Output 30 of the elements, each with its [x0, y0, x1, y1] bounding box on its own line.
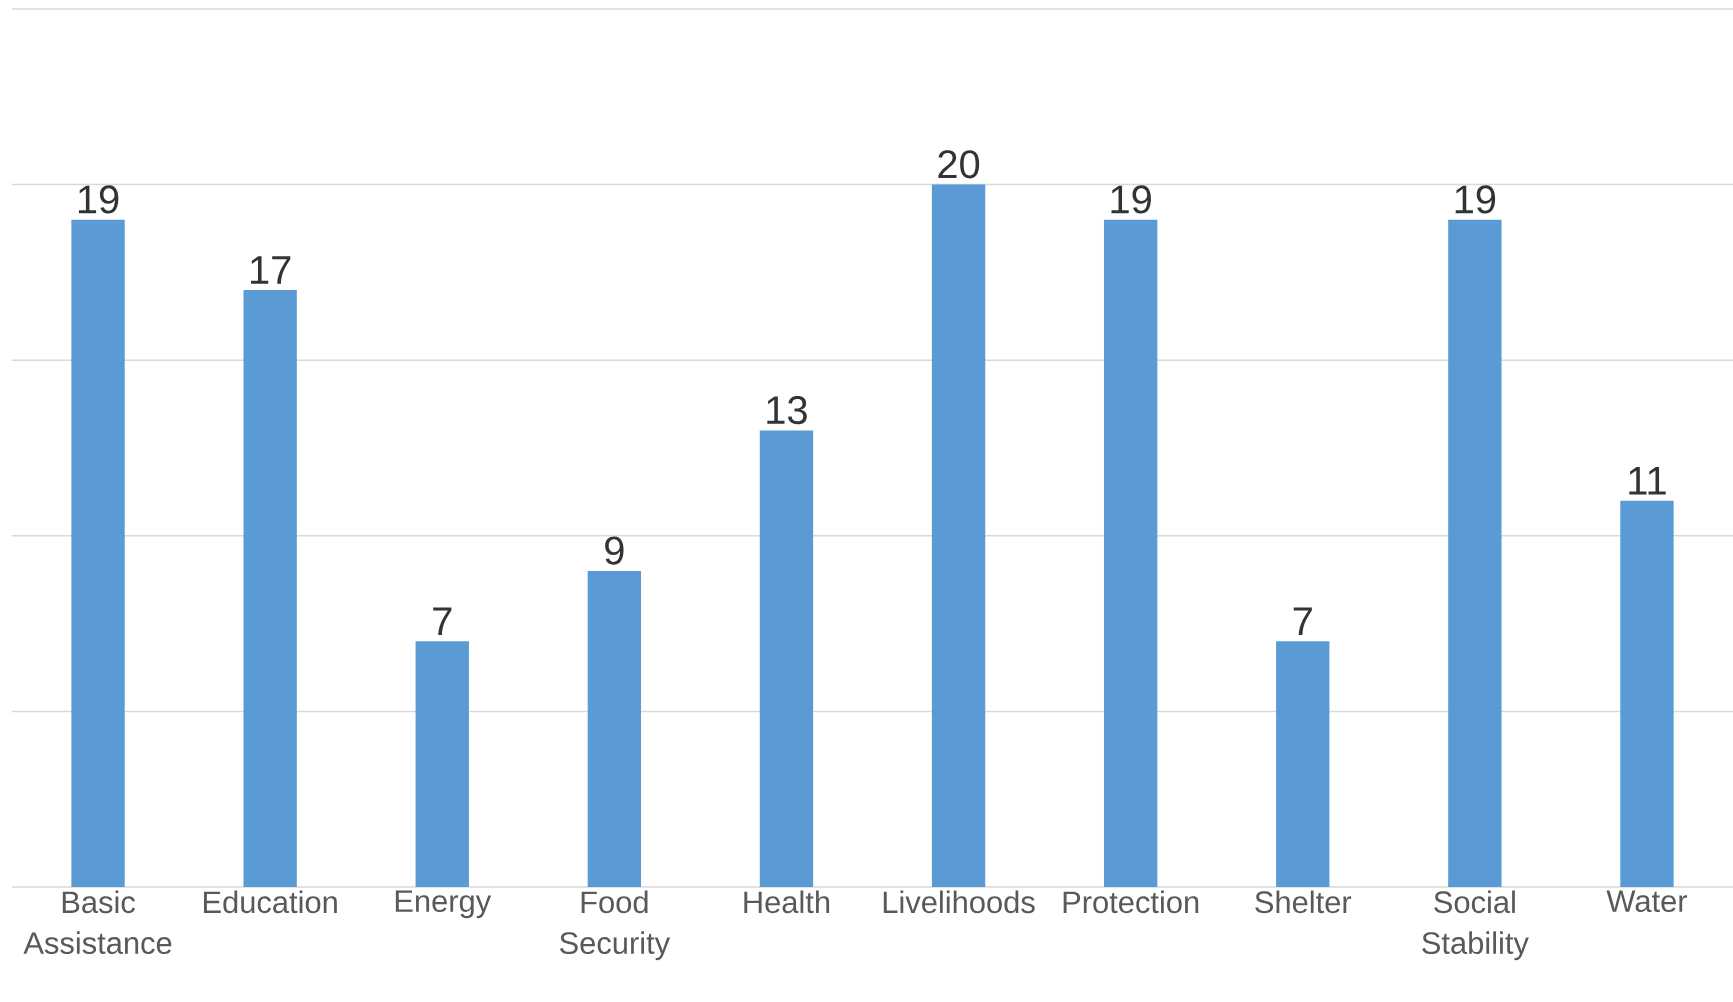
x-tick-label: Social Stability: [1422, 890, 1529, 961]
data-label: 19: [1455, 185, 1496, 214]
x-tick-label: Health: [744, 890, 830, 914]
x-tick-label: Education: [204, 890, 337, 914]
x-tick-label: Protection: [1063, 890, 1199, 914]
data-label: 13: [767, 396, 807, 425]
x-tick-label: Livelihoods: [883, 890, 1035, 914]
x-tick-label: Basic Assistance: [23, 890, 172, 955]
bar: [931, 184, 986, 887]
bar: [71, 219, 125, 887]
bar: [1276, 641, 1330, 887]
data-label: 7: [1293, 607, 1312, 635]
data-label: 7: [433, 607, 452, 635]
data-label: 9: [605, 536, 624, 565]
bar: [759, 430, 814, 887]
bar: [243, 289, 297, 887]
data-label: 20: [938, 150, 980, 179]
data-label: 19: [78, 185, 119, 214]
x-tick-label: Energy: [395, 890, 492, 919]
x-tick-label: Water: [1606, 890, 1688, 913]
x-tick-label: Food Security: [559, 890, 671, 961]
bar: [1620, 500, 1674, 887]
x-tick-label: Shelter: [1255, 890, 1352, 914]
bar: [415, 641, 469, 887]
bar: [1103, 219, 1158, 887]
data-label: 17: [251, 256, 291, 284]
bar: [1448, 219, 1502, 887]
data-label: 19: [1111, 185, 1151, 214]
bar: [587, 570, 642, 887]
data-label: 11: [1629, 467, 1666, 495]
